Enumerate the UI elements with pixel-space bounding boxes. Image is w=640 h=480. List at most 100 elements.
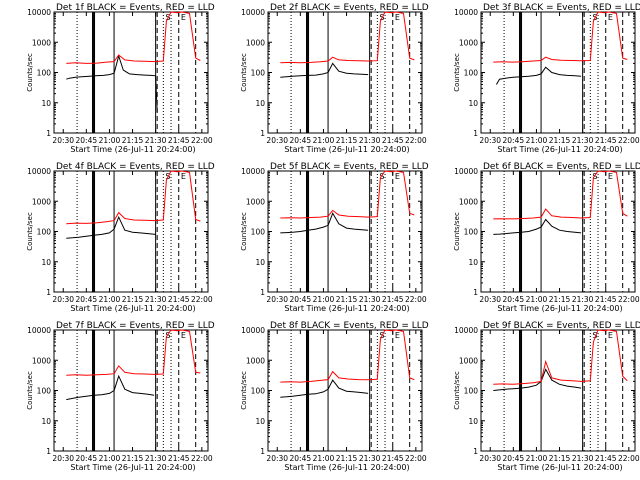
x-tick-label: 22:00 — [405, 295, 427, 304]
y-tick-label: 1 — [46, 288, 51, 297]
lld-series-line — [493, 329, 628, 385]
y-tick-label: 1000 — [32, 356, 51, 365]
events-series-line — [280, 62, 369, 78]
end-marker-label: E — [395, 13, 400, 22]
chart-title: Det 6f BLACK = Events, RED = LLD — [483, 162, 640, 172]
events-series-line — [66, 374, 155, 401]
y-tick-label: 1 — [46, 129, 51, 138]
y-tick-label: 1000 — [459, 38, 478, 47]
y-tick-label: 10000 — [454, 8, 478, 17]
x-tick-label: 21:30 — [359, 295, 381, 304]
lld-series-line — [66, 170, 201, 225]
y-tick-label: 1 — [473, 288, 478, 297]
y-axis-label: Counts/sec — [26, 212, 34, 251]
x-tick-label: 20:30 — [266, 295, 288, 304]
start-marker-label: S — [592, 331, 597, 340]
x-tick-label: 20:45 — [76, 295, 98, 304]
y-tick-label: 1 — [473, 447, 478, 456]
x-tick-label: 22:00 — [618, 295, 640, 304]
x-tick-label: 20:30 — [479, 454, 501, 463]
x-tick-label: 21:15 — [336, 454, 358, 463]
x-tick-label: 21:30 — [145, 454, 167, 463]
y-tick-label: 10 — [255, 417, 265, 426]
y-tick-label: 10000 — [241, 167, 265, 176]
x-tick-label: 21:15 — [549, 454, 571, 463]
x-tick-label: 21:00 — [526, 454, 548, 463]
y-tick-label: 100 — [251, 69, 266, 78]
chart-panel: Det 3f BLACK = Events, RED = LLD 1 10 100 10… — [453, 3, 640, 154]
lld-series-line — [280, 170, 415, 219]
y-axis-label: Counts/sec — [453, 53, 461, 92]
y-tick-label: 1 — [473, 129, 478, 138]
y-axis-label: Counts/sec — [26, 371, 34, 410]
x-tick-label: 22:00 — [618, 454, 640, 463]
x-tick-label: 20:30 — [266, 136, 288, 145]
x-tick-label: 22:00 — [618, 136, 640, 145]
y-tick-label: 1000 — [459, 356, 478, 365]
y-axis-label: Counts/sec — [453, 212, 461, 251]
x-axis-label: Start Time (26-Jul-11 20:24:00) — [284, 463, 409, 472]
chart-title: Det 2f BLACK = Events, RED = LLD — [270, 3, 429, 13]
y-tick-label: 1 — [260, 129, 265, 138]
x-tick-label: 21:15 — [549, 295, 571, 304]
events-series-line — [66, 54, 158, 112]
y-tick-label: 10 — [468, 99, 478, 108]
x-tick-label: 21:30 — [572, 136, 594, 145]
x-tick-label: 22:00 — [405, 454, 427, 463]
x-tick-label: 21:30 — [359, 454, 381, 463]
y-tick-label: 1000 — [246, 38, 265, 47]
x-tick-label: 21:00 — [526, 136, 548, 145]
start-marker-label: S — [379, 172, 384, 181]
x-tick-label: 21:15 — [336, 136, 358, 145]
x-tick-label: 20:45 — [290, 295, 312, 304]
y-axis-label: Counts/sec — [240, 53, 248, 92]
x-tick-label: 21:30 — [145, 295, 167, 304]
x-tick-label: 21:30 — [145, 136, 167, 145]
chart-panel: Det 5f BLACK = Events, RED = LLD 1 10 100 10… — [240, 162, 429, 313]
y-tick-label: 100 — [464, 228, 479, 237]
end-marker-label: E — [181, 172, 186, 181]
lld-series-line — [493, 11, 628, 63]
x-tick-label: 21:00 — [99, 295, 121, 304]
x-tick-label: 21:15 — [122, 295, 144, 304]
end-marker-label: E — [181, 13, 186, 22]
lld-series-line — [493, 170, 628, 220]
x-axis-label: Start Time (26-Jul-11 20:24:00) — [497, 304, 622, 313]
start-marker-label: S — [592, 172, 597, 181]
start-marker-label: S — [165, 331, 170, 340]
y-axis-label: Counts/sec — [453, 371, 461, 410]
chart-panel: Det 8f BLACK = Events, RED = LLD 1 10 100 10… — [240, 321, 429, 472]
x-tick-label: 21:45 — [595, 454, 617, 463]
events-series-line — [280, 212, 369, 234]
x-axis-label: Start Time (26-Jul-11 20:24:00) — [497, 145, 622, 154]
y-tick-label: 1000 — [459, 197, 478, 206]
x-tick-label: 20:45 — [290, 454, 312, 463]
x-tick-label: 20:30 — [479, 136, 501, 145]
x-tick-label: 20:30 — [266, 454, 288, 463]
chart-title: Det 7f BLACK = Events, RED = LLD — [56, 321, 215, 331]
y-tick-label: 100 — [37, 69, 52, 78]
x-tick-label: 22:00 — [191, 454, 213, 463]
events-series-line — [280, 379, 369, 398]
end-marker-label: E — [395, 331, 400, 340]
x-tick-label: 20:45 — [290, 136, 312, 145]
x-tick-label: 21:15 — [549, 136, 571, 145]
x-tick-label: 20:30 — [52, 454, 74, 463]
x-tick-label: 21:45 — [382, 454, 404, 463]
lld-series-line — [66, 329, 201, 376]
x-tick-label: 21:00 — [313, 295, 335, 304]
y-tick-label: 10 — [255, 99, 265, 108]
x-tick-label: 21:15 — [122, 454, 144, 463]
chart-title: Det 4f BLACK = Events, RED = LLD — [56, 162, 215, 172]
end-marker-label: E — [395, 172, 400, 181]
x-tick-label: 20:45 — [503, 295, 525, 304]
y-tick-label: 10000 — [454, 326, 478, 335]
x-tick-label: 21:00 — [313, 136, 335, 145]
chart-title: Det 8f BLACK = Events, RED = LLD — [270, 321, 429, 331]
x-tick-label: 21:30 — [572, 454, 594, 463]
x-tick-label: 21:00 — [99, 136, 121, 145]
x-tick-label: 21:30 — [359, 136, 381, 145]
end-marker-label: E — [608, 13, 613, 22]
y-tick-label: 10000 — [454, 167, 478, 176]
